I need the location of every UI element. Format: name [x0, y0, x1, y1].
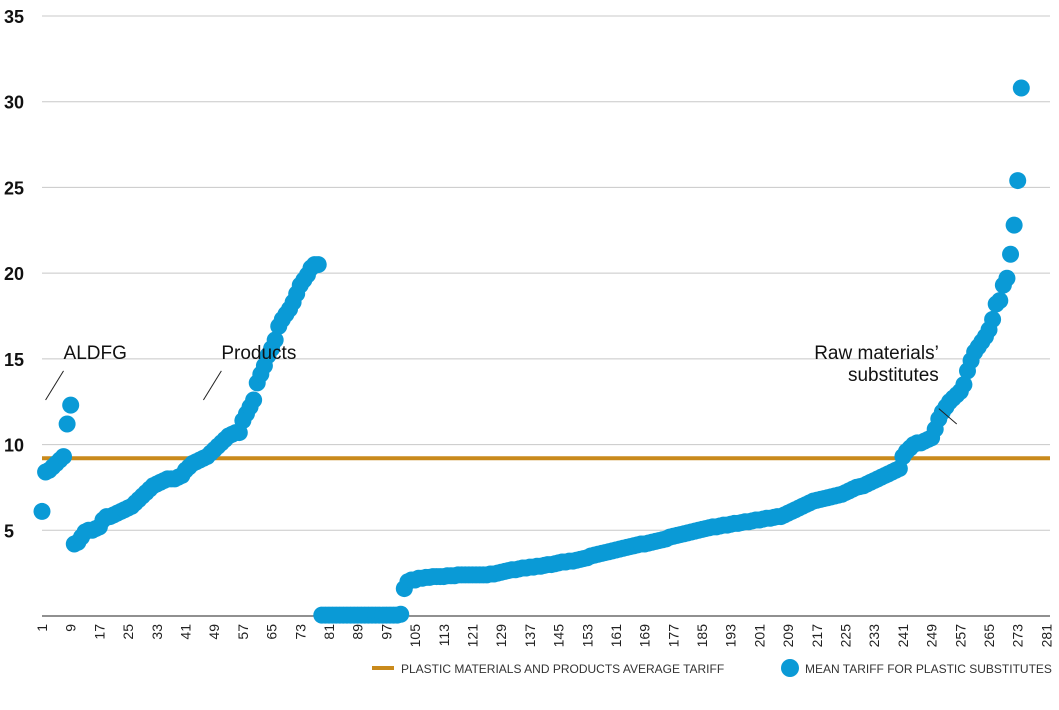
data-point [33, 502, 51, 520]
legend-dot-marker [781, 659, 799, 677]
x-tick-label: 9 [63, 624, 79, 632]
x-tick-label: 17 [91, 624, 107, 640]
x-tick-label: 65 [264, 624, 280, 640]
x-tick-label: 105 [407, 624, 423, 648]
y-tick-label: 25 [4, 178, 24, 198]
x-tick-label: 89 [350, 624, 366, 640]
x-tick-label: 129 [493, 624, 509, 648]
x-tick-label: 241 [895, 624, 911, 648]
x-tick-label: 209 [780, 624, 796, 648]
data-point [998, 269, 1016, 287]
data-point [1002, 245, 1020, 263]
y-tick-label: 20 [4, 264, 24, 284]
x-tick-label: 49 [206, 624, 222, 640]
x-tick-label: 169 [637, 624, 653, 648]
data-points [33, 79, 1030, 624]
gridlines [42, 15, 1050, 617]
x-tick-label: 121 [464, 624, 480, 648]
data-point [392, 605, 410, 623]
data-point [266, 331, 284, 349]
data-point [991, 292, 1009, 310]
y-tick-label: 30 [4, 93, 24, 113]
data-point [245, 391, 263, 409]
x-tick-label: 193 [723, 624, 739, 648]
data-point [55, 448, 73, 466]
annotation-leader-line [202, 370, 222, 401]
annotation-label: Raw materials’ [814, 343, 939, 364]
legend-label: MEAN TARIFF FOR PLASTIC SUBSTITUTES [805, 662, 1052, 676]
x-tick-label: 217 [809, 624, 825, 648]
x-tick-label: 73 [292, 624, 308, 640]
data-point [1012, 79, 1030, 97]
y-tick-label: 10 [4, 436, 24, 456]
annotation-label: Products [221, 343, 296, 364]
y-tick-label: 35 [4, 7, 24, 27]
y-axis: 5 10 15 20 25 30 35 [4, 7, 24, 541]
annotations: ALDFG Products Raw materials’substitutes [45, 343, 958, 425]
x-tick-label: 1 [34, 624, 50, 632]
data-point [955, 376, 973, 394]
y-tick-label: 5 [4, 521, 14, 541]
legend-label: PLASTIC MATERIALS AND PRODUCTS AVERAGE T… [401, 662, 724, 676]
x-tick-label: 249 [924, 624, 940, 648]
x-tick-label: 25 [120, 624, 136, 640]
data-point [984, 310, 1002, 328]
x-tick-label: 225 [838, 624, 854, 648]
data-point [1009, 172, 1027, 190]
x-axis: 1 9 17 25 33 41 49 57 65 73 81 89 97 105 113 121 129 137 1… [34, 624, 1054, 648]
annotation-label: substitutes [848, 365, 939, 386]
x-tick-label: 145 [551, 624, 567, 648]
x-tick-label: 265 [981, 624, 997, 648]
annotation-label: ALDFG [64, 343, 127, 364]
x-tick-label: 201 [751, 624, 767, 648]
x-tick-label: 177 [665, 624, 681, 648]
x-tick-label: 137 [522, 624, 538, 648]
data-point [309, 256, 327, 274]
x-tick-label: 81 [321, 624, 337, 640]
x-tick-label: 153 [579, 624, 595, 648]
legend: PLASTIC MATERIALS AND PRODUCTS AVERAGE T… [372, 659, 1052, 677]
x-tick-label: 57 [235, 624, 251, 640]
annotation-leader-line [45, 370, 64, 401]
x-tick-label: 161 [608, 624, 624, 648]
data-point [1005, 216, 1023, 234]
x-tick-label: 233 [866, 624, 882, 648]
x-tick-label: 185 [694, 624, 710, 648]
x-tick-label: 257 [952, 624, 968, 648]
legend-line-marker [372, 666, 394, 670]
x-tick-label: 113 [436, 624, 452, 647]
data-point [62, 396, 80, 414]
x-tick-label: 33 [149, 624, 165, 640]
y-tick-label: 15 [4, 350, 24, 370]
x-tick-label: 281 [1038, 624, 1054, 648]
data-point [58, 415, 76, 433]
x-tick-label: 273 [1010, 624, 1026, 648]
x-tick-label: 97 [378, 624, 394, 640]
x-tick-label: 41 [177, 624, 193, 640]
annotation-leader-line [938, 408, 958, 425]
